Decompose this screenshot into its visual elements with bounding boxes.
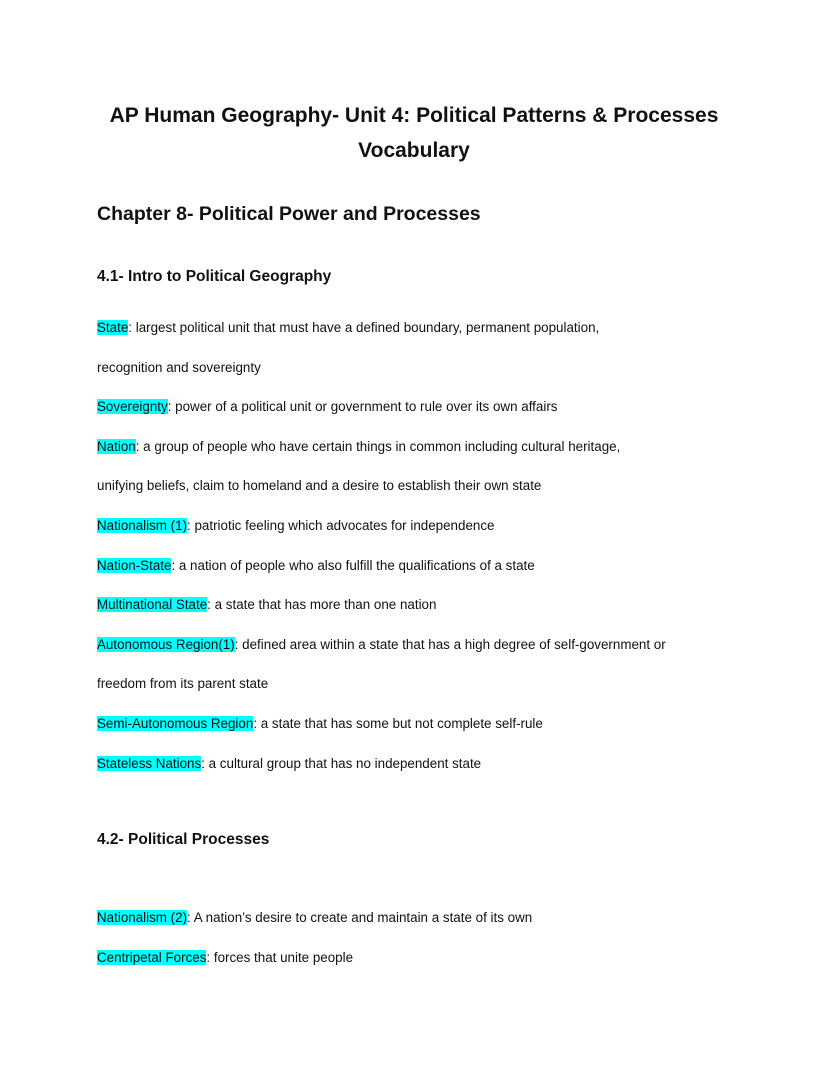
- section-4-2-entries: Nationalism (2): A nation’s desire to cr…: [97, 898, 532, 977]
- vocab-entry: Nation: a group of people who have certa…: [97, 427, 666, 467]
- vocab-entry: Nation-State: a nation of people who als…: [97, 546, 666, 586]
- vocab-entry: Sovereignty: power of a political unit o…: [97, 387, 666, 427]
- vocab-definition-continued: recognition and sovereignty: [97, 359, 261, 375]
- vocab-definition: : patriotic feeling which advocates for …: [187, 517, 495, 533]
- vocab-definition: : a nation of people who also fulfill th…: [171, 557, 535, 573]
- vocab-entry: Multinational State: a state that has mo…: [97, 585, 666, 625]
- vocab-term: Sovereignty: [97, 399, 168, 415]
- chapter-heading: Chapter 8- Political Power and Processes: [97, 203, 481, 225]
- vocab-entry: Semi-Autonomous Region: a state that has…: [97, 704, 666, 744]
- vocab-definition: : power of a political unit or governmen…: [167, 399, 558, 415]
- vocab-term: Nationalism (2): [97, 910, 188, 925]
- vocab-entry: Nationalism (1): patriotic feeling which…: [97, 506, 666, 546]
- document-title: AP Human Geography- Unit 4: Political Pa…: [0, 98, 828, 168]
- vocab-term: Nation: [97, 438, 136, 454]
- vocab-definition: : A nation’s desire to create and mainta…: [187, 910, 533, 925]
- vocab-definition: : a cultural group that has no independe…: [201, 755, 482, 771]
- section-heading-4-2: 4.2- Political Processes: [97, 831, 270, 848]
- vocab-definition: : forces that unite people: [206, 949, 354, 965]
- vocab-definition: : a state that has some but not complete…: [253, 715, 543, 731]
- vocab-definition: : defined area within a state that has a…: [234, 636, 666, 652]
- title-line-2: Vocabulary: [358, 139, 470, 162]
- section-4-1-entries: State: largest political unit that must …: [97, 308, 666, 783]
- vocab-term: Nationalism (1): [97, 517, 188, 533]
- section-heading-4-1: 4.1- Intro to Political Geography: [97, 268, 332, 285]
- vocab-term: Nation-State: [97, 557, 172, 573]
- vocab-term: Stateless Nations: [97, 755, 202, 771]
- vocab-definition-continued: unifying beliefs, claim to homeland and …: [97, 478, 542, 494]
- vocab-term: Centripetal Forces: [97, 949, 207, 965]
- vocab-definition: : a state that has more than one nation: [207, 597, 437, 613]
- vocab-term: State: [97, 320, 129, 335]
- vocab-definition: : a group of people who have certain thi…: [135, 438, 621, 454]
- vocab-term: Semi-Autonomous Region: [97, 715, 254, 731]
- vocab-definition-continued: freedom from its parent state: [97, 676, 269, 692]
- title-line-1: AP Human Geography- Unit 4: Political Pa…: [109, 104, 719, 127]
- vocab-entry: State: largest political unit that must …: [97, 308, 666, 348]
- vocab-entry: Stateless Nations: a cultural group that…: [97, 744, 666, 784]
- vocab-entry: Centripetal Forces: forces that unite pe…: [97, 938, 532, 978]
- vocab-entry: Autonomous Region(1): defined area withi…: [97, 625, 666, 665]
- vocab-definition: : largest political unit that must have …: [128, 320, 600, 335]
- vocab-entry: Nationalism (2): A nation’s desire to cr…: [97, 898, 532, 938]
- vocab-term: Autonomous Region(1): [97, 636, 235, 652]
- vocab-term: Multinational State: [97, 597, 208, 613]
